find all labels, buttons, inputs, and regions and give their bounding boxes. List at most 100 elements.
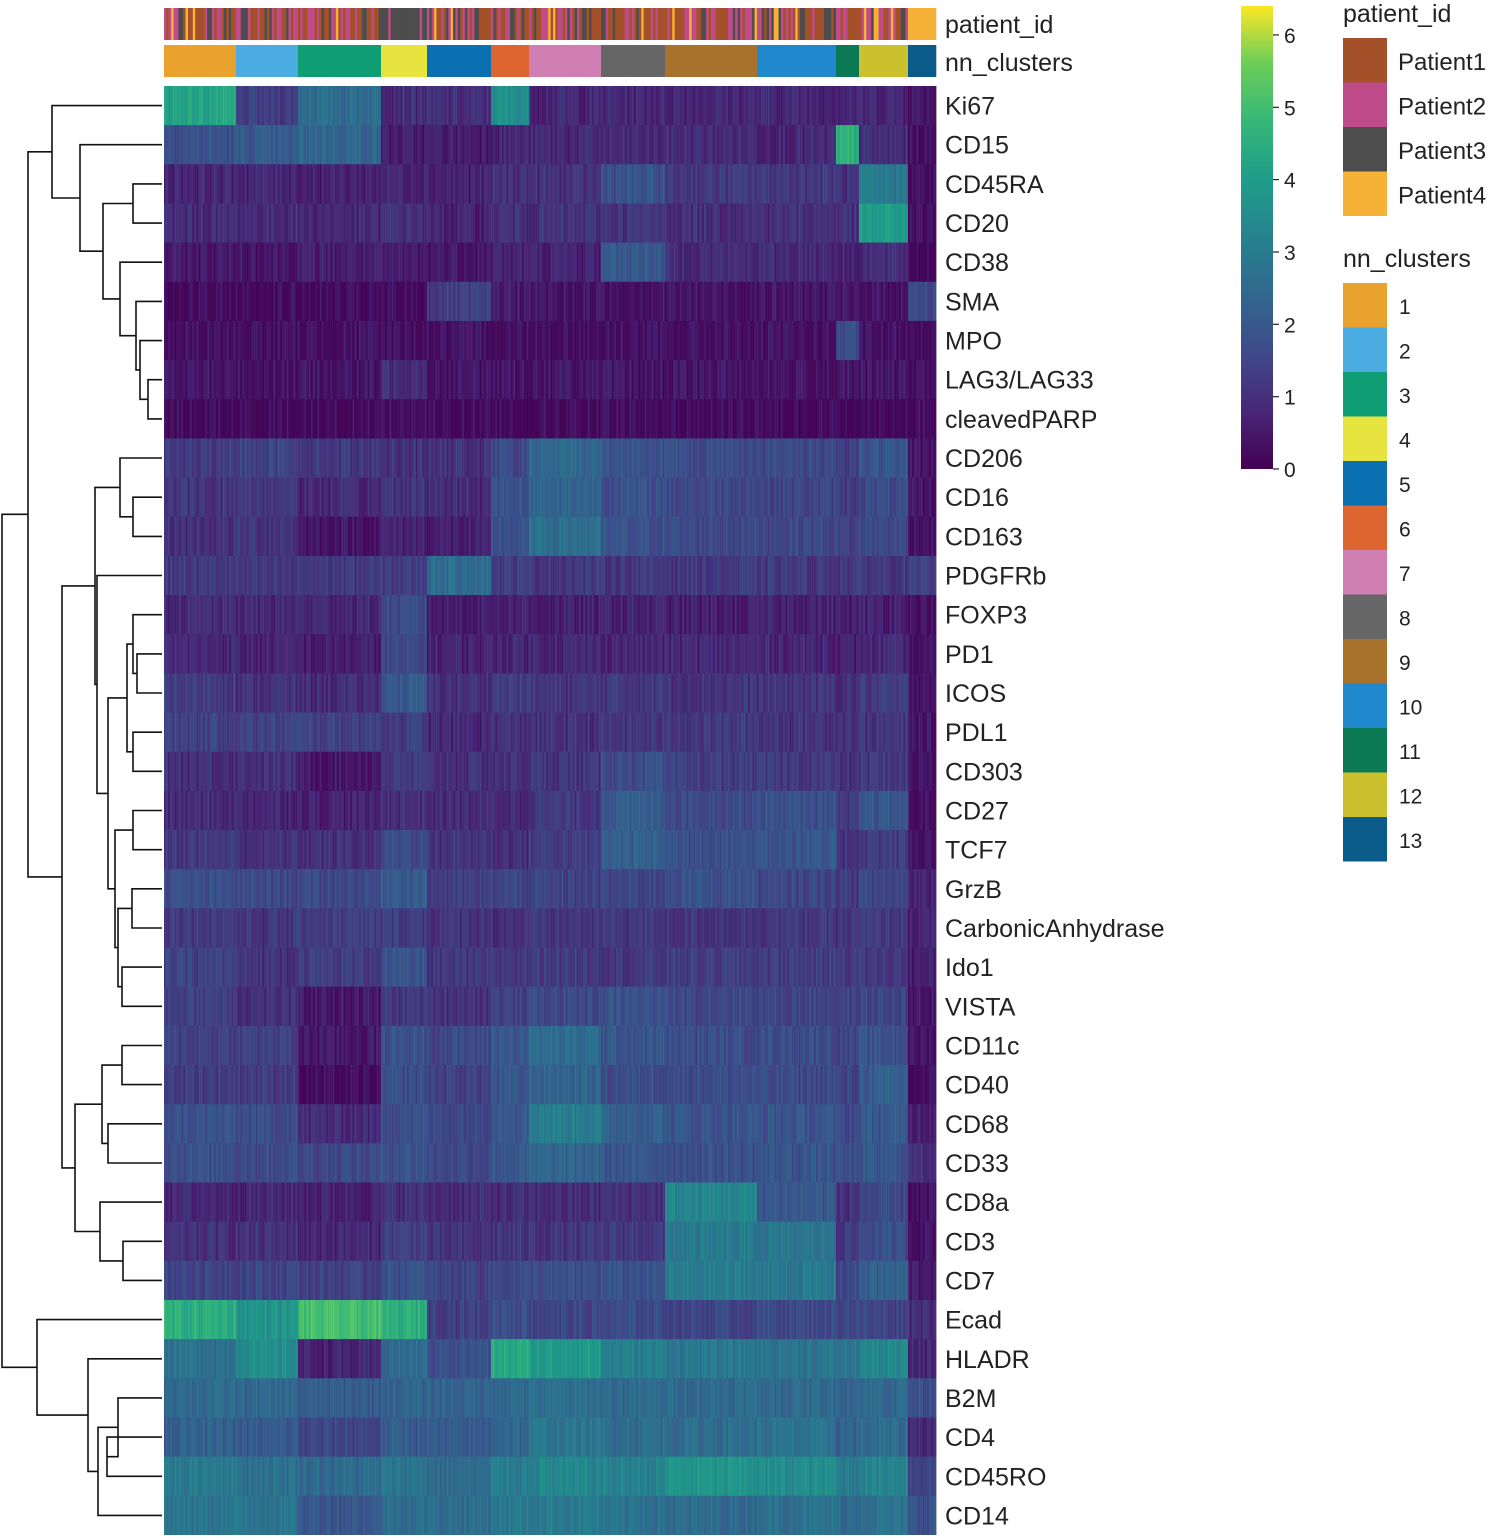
patient-stripe	[572, 8, 575, 40]
heatmap-stripe	[282, 281, 284, 322]
heatmap-stripe	[908, 203, 910, 244]
patient-stripe	[785, 8, 789, 40]
heatmap-stripe	[205, 516, 207, 557]
heatmap-stripe	[735, 399, 737, 439]
heatmap-stripe	[870, 203, 872, 244]
heatmap-stripe	[634, 516, 636, 557]
heatmap-stripe	[515, 242, 517, 283]
heatmap-stripe	[227, 399, 229, 439]
heatmap-stripe	[168, 86, 170, 126]
heatmap-stripe	[236, 516, 238, 557]
heatmap-stripe	[196, 125, 199, 165]
patient-stripe	[493, 8, 497, 40]
heatmap-stripe	[422, 281, 424, 322]
heatmap-stripe	[719, 477, 722, 518]
heatmap-stripe	[623, 360, 625, 400]
heatmap-stripe	[198, 242, 201, 283]
heatmap-stripe	[653, 86, 656, 126]
patient-stripe	[219, 8, 222, 40]
heatmap-stripe	[609, 164, 612, 204]
heatmap-stripe	[849, 360, 852, 400]
heatmap-stripe	[761, 281, 763, 322]
heatmap-stripe	[405, 516, 407, 557]
heatmap-stripe	[914, 516, 916, 557]
heatmap-stripe	[477, 477, 480, 518]
heatmap-stripe	[675, 399, 678, 439]
heatmap-stripe	[680, 438, 682, 479]
heatmap-stripe	[770, 125, 772, 165]
patient-stripe	[166, 8, 170, 40]
heatmap-stripe	[517, 281, 520, 322]
heatmap-stripe	[326, 86, 328, 126]
heatmap-stripe	[916, 320, 918, 361]
heatmap-stripe	[660, 399, 662, 439]
heatmap-stripe	[275, 281, 278, 322]
heatmap-stripe	[598, 320, 601, 361]
heatmap-stripe	[836, 164, 838, 204]
heatmap-stripe	[695, 125, 697, 165]
heatmap-stripe	[506, 399, 508, 439]
heatmap-stripe	[550, 516, 553, 557]
heatmap-stripe	[273, 360, 275, 400]
heatmap-stripe	[526, 86, 529, 126]
heatmap-stripe	[179, 516, 181, 557]
heatmap-stripe	[533, 164, 535, 204]
heatmap-stripe	[647, 164, 649, 204]
heatmap-stripe	[711, 477, 713, 518]
heatmap-stripe	[212, 516, 214, 557]
heatmap-stripe	[728, 164, 730, 204]
heatmap-stripe	[649, 399, 651, 439]
heatmap-stripe	[865, 281, 868, 322]
heatmap-stripe	[638, 242, 640, 283]
heatmap-stripe	[577, 477, 579, 518]
heatmap-stripe	[746, 320, 748, 361]
heatmap-stripe	[477, 555, 480, 596]
heatmap-stripe	[856, 281, 859, 322]
heatmap-stripe	[695, 203, 697, 244]
heatmap-stripe	[531, 203, 533, 244]
heatmap-stripe	[833, 86, 836, 126]
heatmap-stripe	[667, 281, 669, 322]
heatmap-stripe	[427, 477, 429, 518]
heatmap-stripe	[876, 399, 879, 439]
patient-id-annotation-row	[164, 8, 937, 40]
heatmap-stripe	[302, 203, 304, 244]
heatmap-stripe	[526, 164, 529, 204]
heatmap-stripe	[550, 242, 553, 283]
heatmap-stripe	[402, 281, 405, 322]
heatmap-stripe	[409, 86, 411, 126]
heatmap-stripe	[332, 203, 335, 244]
heatmap-stripe	[407, 203, 409, 244]
heatmap-stripe	[590, 516, 592, 557]
heatmap-stripe	[781, 125, 783, 165]
heatmap-stripe	[405, 477, 407, 518]
heatmap-stripe	[407, 242, 409, 283]
heatmap-stripe	[411, 477, 413, 518]
heatmap-stripe	[700, 399, 702, 439]
heatmap-stripe	[647, 281, 649, 322]
heatmap-stripe	[471, 555, 473, 596]
heatmap-stripe	[192, 164, 194, 204]
heatmap-stripe	[302, 242, 304, 283]
heatmap-stripe	[553, 477, 555, 518]
heatmap-stripe	[730, 438, 733, 479]
heatmap-stripe	[872, 281, 874, 322]
heatmap-stripe	[385, 399, 387, 439]
heatmap-stripe	[803, 516, 805, 557]
heatmap-stripe	[400, 164, 403, 204]
heatmap-stripe	[251, 203, 253, 244]
heatmap-stripe	[894, 203, 896, 244]
patient-stripe	[307, 8, 311, 40]
heatmap-stripe	[479, 242, 482, 283]
heatmap-stripe	[513, 320, 515, 361]
heatmap-stripe	[658, 164, 660, 204]
heatmap-stripe	[847, 516, 849, 557]
heatmap-stripe	[903, 242, 905, 283]
heatmap-stripe	[222, 242, 225, 283]
heatmap-stripe	[785, 203, 787, 244]
heatmap-stripe	[651, 516, 654, 557]
heatmap-stripe	[376, 164, 378, 204]
heatmap-stripe	[581, 281, 583, 322]
heatmap-stripe	[671, 477, 673, 518]
heatmap-stripe	[546, 320, 548, 361]
